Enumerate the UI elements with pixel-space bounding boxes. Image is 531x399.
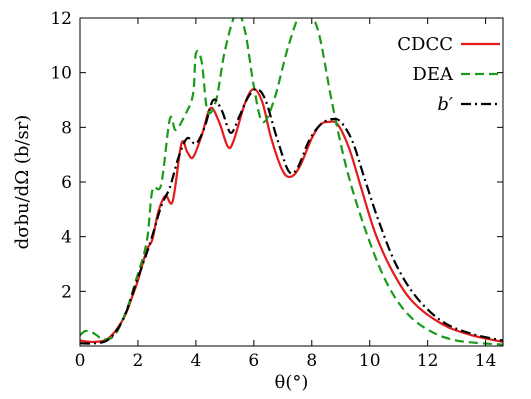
y-tick-label: 10 [50,64,72,84]
y-axis-label: dσbu/dΩ (b/sr) [12,115,33,250]
x-axis-label: θ(°) [275,372,309,393]
x-tick-label: 12 [417,351,439,371]
x-tick-label: 10 [359,351,381,371]
y-tick-label: 8 [61,118,72,138]
legend-label: CDCC [397,34,453,55]
x-tick-label: 8 [306,351,317,371]
y-tick-label: 6 [61,173,72,193]
x-tick-label: 4 [190,351,201,371]
x-tick-label: 6 [248,351,259,371]
series-line-cdcc [80,87,503,344]
y-tick-label: 4 [61,228,72,248]
series-group [80,18,503,346]
legend-label: b′ [437,94,453,115]
series-line-b [80,87,503,345]
x-tick-label: 0 [75,351,86,371]
legend-label: DEA [412,64,454,85]
y-tick-label: 2 [61,282,72,302]
x-tick-label: 2 [133,351,144,371]
y-tick-label: 12 [50,9,72,29]
x-tick-label: 14 [475,351,497,371]
